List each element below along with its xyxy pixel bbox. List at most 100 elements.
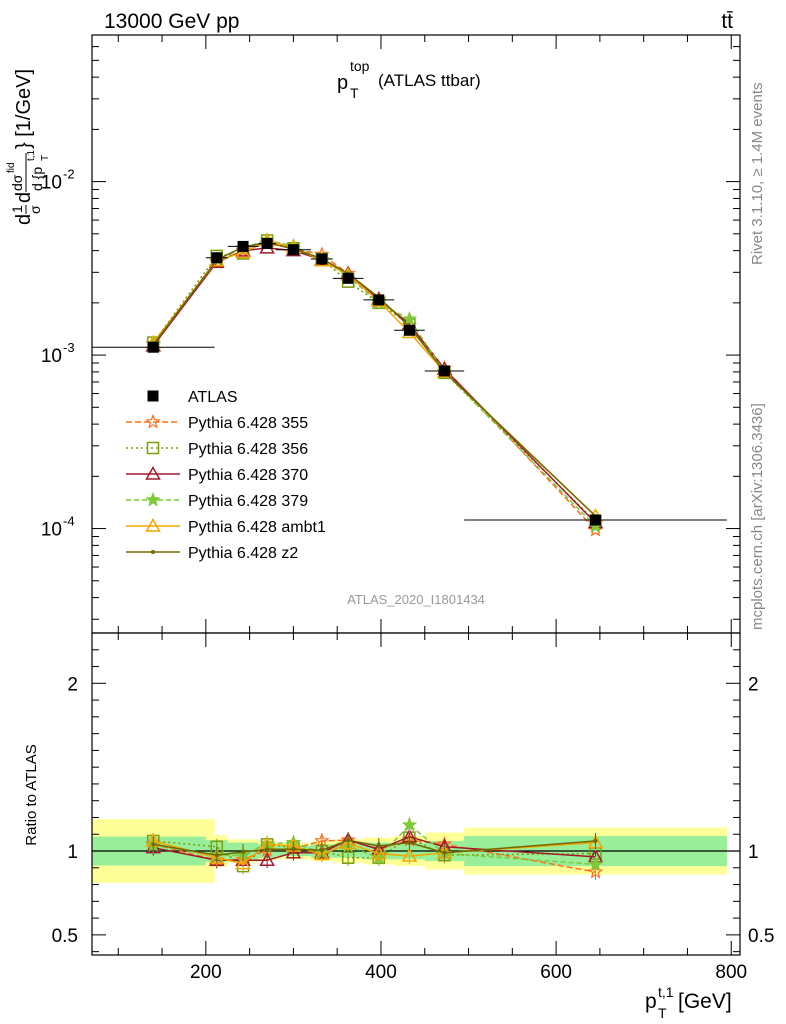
ratio-plot-content (92, 816, 740, 883)
collision-label: 13000 GeV pp (104, 10, 239, 33)
plot-title-sup: top (350, 58, 370, 74)
x-tick-label: 800 (715, 962, 747, 983)
legend-entry: Pythia 6.428 379 (126, 491, 308, 510)
y-tick-label: 10 (41, 520, 62, 541)
legend-label: Pythia 6.428 356 (188, 441, 308, 458)
legend-label: Pythia 6.428 379 (188, 493, 308, 510)
data-point (373, 294, 385, 306)
ratio-point (587, 856, 604, 872)
main-y-axis-unit: } [1/GeV] (13, 69, 35, 149)
legend-label: Pythia 6.428 ambt1 (188, 519, 326, 536)
ratio-point (241, 849, 246, 854)
series-line (152, 242, 597, 531)
y-tick-exponent: -2 (63, 167, 75, 182)
svg-text:d {p: d {p (29, 167, 45, 191)
svg-text:T: T (658, 1005, 667, 1021)
legend-entry: Pythia 6.428 370 (126, 465, 308, 484)
series-atlas (92, 237, 727, 526)
ratio-point (401, 816, 418, 832)
ratio-point (593, 838, 598, 843)
data-point (403, 324, 415, 336)
svg-text:t,1: t,1 (26, 149, 37, 161)
ratio-y-tick-label-right: 1 (748, 842, 759, 863)
ratio-y-tick-label: 0.5 (52, 926, 78, 947)
ratio-frame (91, 632, 741, 956)
ratio-point (265, 847, 270, 852)
ratio-point (407, 840, 412, 845)
mcplots-label: mcplots.cern.ch [arXiv:1306.3436] (749, 403, 766, 630)
legend-label: ATLAS (188, 389, 238, 406)
data-point (590, 514, 602, 526)
legend-entry: Pythia 6.428 z2 (126, 545, 298, 562)
y-tick-exponent: -4 (63, 514, 75, 529)
svg-text:T: T (40, 155, 51, 161)
main-panel: 10-210-310-4 p top T (ATLAS ttbar) d 1 σ… (6, 34, 741, 634)
series-pythia-6-428-370 (145, 239, 604, 529)
legend-label: Pythia 6.428 370 (188, 467, 308, 484)
ratio-y-tick-label: 1 (67, 842, 78, 863)
ratio-point (587, 863, 604, 879)
plot-title-sub: T (350, 85, 359, 101)
ratio-point (285, 844, 302, 859)
legend-entry: Pythia 6.428 ambt1 (126, 517, 326, 536)
y-tick-label: 10 (41, 173, 62, 194)
main-axis-ticks: 10-210-310-4 (41, 34, 740, 633)
ratio-point (259, 852, 275, 866)
ratio-axis-ticks: 0.5 0.5 1 1 2 2 200 400 600 800 (52, 633, 774, 983)
legend-entry: Pythia 6.428 356 (126, 441, 308, 458)
ratio-point (214, 853, 219, 858)
svg-text:d: d (13, 214, 35, 225)
svg-text:t,1: t,1 (658, 984, 674, 1000)
x-tick-label: 200 (190, 962, 222, 983)
legend-marker (145, 491, 161, 507)
data-point (438, 365, 450, 377)
legend-marker (145, 517, 161, 532)
legend-entry: ATLAS (147, 389, 238, 406)
ratio-point (401, 848, 418, 862)
svg-text:[GeV]: [GeV] (678, 990, 732, 1013)
ratio-y-tick-label-right: 2 (748, 674, 759, 695)
main-y-axis-label: d 1 σ d dσ fid d {p T t,1 } [1/GeV] (6, 69, 51, 225)
series-pythia-6-428-355 (145, 234, 604, 537)
legend-marker (147, 390, 159, 402)
legend-marker (146, 441, 160, 455)
plot-title: p (337, 72, 348, 94)
process-label: tt̄ (721, 10, 733, 33)
data-point (147, 341, 159, 353)
ratio-point (319, 848, 324, 853)
data-point (401, 311, 418, 326)
data-point (261, 237, 273, 249)
ratio-panel: 0.5 0.5 1 1 2 2 200 400 600 800 Ratio to ATLAS p … (23, 632, 774, 1021)
ratio-line (153, 823, 596, 866)
ratio-pythia-6-428-z2 (151, 832, 598, 864)
svg-text:d: d (13, 192, 35, 203)
x-tick-label: 600 (540, 962, 572, 983)
ratio-point (346, 838, 351, 843)
legend-marker (145, 413, 161, 429)
x-tick-label: 400 (365, 962, 397, 983)
legend-label: Pythia 6.428 355 (188, 415, 308, 432)
legend-marker (145, 465, 161, 480)
ratio-y-axis-label: Ratio to ATLAS (23, 744, 40, 845)
main-plot-content (92, 231, 727, 537)
data-point (287, 244, 299, 256)
ratio-point (370, 845, 387, 860)
ratio-point (314, 846, 330, 861)
analysis-id: ATLAS_2020_I1801434 (347, 592, 485, 607)
data-point (237, 240, 249, 252)
rivet-version-label: Rivet 3.1.10, ≥ 1.4M events (749, 83, 766, 266)
legend-marker (151, 550, 155, 554)
y-tick-label: 10 (41, 346, 62, 367)
ratio-y-tick-label: 2 (67, 674, 78, 695)
y-tick-exponent: -3 (63, 340, 75, 355)
ratio-y-tick-label-right: 0.5 (748, 926, 774, 947)
ratio-point (340, 835, 356, 850)
data-point (211, 252, 223, 264)
plot-title-rest: (ATLAS ttbar) (378, 71, 481, 90)
x-axis-label: p t,1 T [GeV] (645, 984, 732, 1021)
series-pythia-6-428-379 (145, 231, 604, 533)
ratio-point (291, 847, 296, 852)
ratio-point (235, 855, 251, 870)
ratio-point (376, 843, 381, 848)
